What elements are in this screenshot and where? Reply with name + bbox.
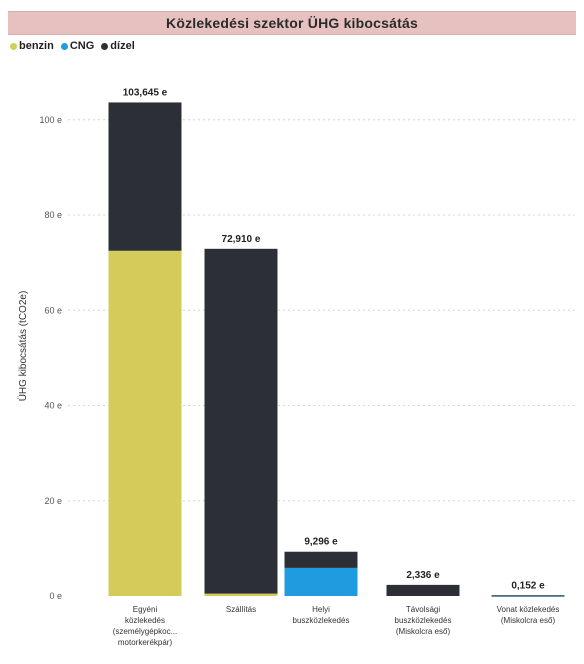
legend-item-benzin[interactable]: benzin <box>10 40 54 52</box>
data-labels: 103,645 e 72,910 e 9,296 e 2,336 e 0,152 e <box>123 87 545 591</box>
legend-label-cng: CNG <box>69 40 95 52</box>
legend-label-dizel: dízel <box>110 40 135 52</box>
category-label: (személygépkoc... <box>113 627 177 636</box>
bar-dzel-1 <box>204 248 278 594</box>
legend-item-dizel[interactable]: dízel <box>101 40 135 52</box>
category-label: motorkerékpár) <box>118 638 173 647</box>
legend-item-cng[interactable]: CNG <box>60 40 95 52</box>
category-label: Vonat közlekedés <box>497 605 560 614</box>
bar-benzin-1 <box>204 593 278 596</box>
category-label: (Miskolcra eső) <box>396 627 451 636</box>
data-label: 9,296 e <box>304 537 338 548</box>
y-axis-label: ÜHG kibocsátás (tCO2e) <box>17 291 29 402</box>
y-tick-label: 20 e <box>44 496 62 506</box>
legend: benzin CNG dízel <box>10 40 135 52</box>
y-tick-label: 60 e <box>44 305 62 315</box>
data-label: 0,152 e <box>511 580 545 591</box>
category-label: buszközlekedés <box>293 616 350 625</box>
chart-title: Közlekedési szektor ÜHG kibocsátás <box>166 15 418 31</box>
category-label: közlekedés <box>125 616 165 625</box>
y-tick-label: 0 e <box>49 591 62 601</box>
y-tick-label: 40 e <box>44 401 62 411</box>
legend-label-benzin: benzin <box>19 40 54 52</box>
y-tick-label: 100 e <box>39 115 62 125</box>
data-label: 103,645 e <box>123 87 168 98</box>
bar-benzin-0 <box>108 250 182 596</box>
bar-dzel-3 <box>386 584 460 596</box>
y-axis-ticks: 0 e 20 e 40 e 60 e 80 e 100 e <box>39 115 62 601</box>
title-bar: Közlekedési szektor ÜHG kibocsátás <box>8 11 576 35</box>
category-label: Távolsági <box>406 605 440 614</box>
data-label: 72,910 e <box>222 234 261 245</box>
y-axis-label-group: ÜHG kibocsátás (tCO2e) <box>17 291 29 402</box>
bars <box>108 102 565 597</box>
data-label: 2,336 e <box>406 570 440 581</box>
category-label: buszközlekedés <box>395 616 452 625</box>
legend-dot-cng <box>60 42 68 50</box>
legend-dot-benzin <box>10 42 17 50</box>
category-label: (Miskolcra eső) <box>501 616 556 625</box>
legend-dot-dizel <box>101 42 109 50</box>
category-label: Egyéni <box>133 605 158 614</box>
category-label: Helyi <box>312 605 330 614</box>
bar-dzel-4 <box>491 595 565 597</box>
y-tick-label: 80 e <box>44 210 62 220</box>
bar-cng-2 <box>284 567 358 596</box>
bar-dzel-2 <box>284 551 358 568</box>
x-axis-categories: Egyéni közlekedés (személygépkoc... motorke… <box>113 605 560 647</box>
category-label: Szállítás <box>226 605 256 614</box>
bar-dzel-0 <box>108 102 182 251</box>
